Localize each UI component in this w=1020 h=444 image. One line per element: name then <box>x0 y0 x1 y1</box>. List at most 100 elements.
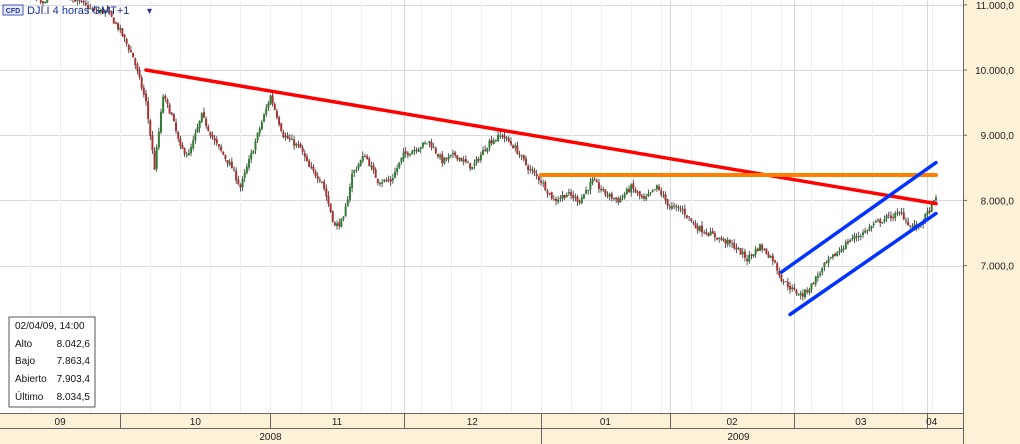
candle-body <box>110 10 113 17</box>
candle-body <box>312 166 315 171</box>
candle-body <box>374 169 377 178</box>
candle-body <box>282 131 285 138</box>
candle-body <box>200 112 203 123</box>
candle-body <box>522 155 525 160</box>
candle-body <box>823 262 826 267</box>
candle-body <box>892 217 895 219</box>
candle-body <box>434 148 437 154</box>
candle-body <box>679 208 682 210</box>
symbol-label[interactable]: DJI.I 4 horas GMT+1 <box>27 5 129 17</box>
candle-body <box>535 173 538 176</box>
candle-body <box>698 226 701 231</box>
candle-body <box>516 145 519 155</box>
candle-body <box>449 154 452 157</box>
candle-body <box>269 95 272 105</box>
candle-body <box>926 211 929 215</box>
candle-body <box>834 253 837 257</box>
candle-body <box>797 294 800 296</box>
candle-body <box>924 213 927 222</box>
candle-body <box>329 203 332 212</box>
candle-body <box>514 145 517 148</box>
grid <box>0 0 963 413</box>
candle-body <box>632 183 635 189</box>
candle-body <box>331 210 334 222</box>
candle-body <box>492 140 495 145</box>
candle-body <box>587 189 590 191</box>
candle-body <box>935 197 937 200</box>
candle-body <box>542 182 545 184</box>
candle-body <box>591 178 594 183</box>
candle-body <box>612 198 615 200</box>
candle-body <box>224 155 227 159</box>
candle-body <box>501 135 504 137</box>
candle-body <box>400 157 403 163</box>
candle-body <box>308 160 311 168</box>
candle-body <box>228 162 231 165</box>
candle-body <box>170 112 173 115</box>
candle-body <box>114 22 117 24</box>
candle-body <box>275 110 278 118</box>
candle-body <box>39 0 42 3</box>
candle-body <box>827 258 830 263</box>
candle-body <box>381 182 384 184</box>
candle-body <box>417 149 420 152</box>
chart-header[interactable]: CFD DJI.I 4 horas GMT+1 ▾ <box>2 4 152 17</box>
candle-body <box>237 179 240 184</box>
candle-body <box>477 159 480 161</box>
candle-body <box>293 139 296 146</box>
candle-body <box>248 159 251 168</box>
year-label: 2009 <box>727 432 750 443</box>
candle-body <box>454 152 457 156</box>
info-value-low: 7.863,4 <box>57 356 91 367</box>
candle-body <box>357 164 360 169</box>
candle-body <box>336 223 339 227</box>
candle-body <box>217 144 220 147</box>
candle-body <box>430 142 433 148</box>
candle-body <box>340 218 343 228</box>
candle-body <box>909 225 912 227</box>
chevron-down-icon[interactable]: ▾ <box>147 6 152 17</box>
month-label: 09 <box>55 417 67 428</box>
candle-body <box>503 135 506 138</box>
candle-body <box>565 194 568 198</box>
candle-body <box>484 149 487 151</box>
candle-body <box>469 163 472 169</box>
trend-line-channel-lower <box>788 211 938 317</box>
candle-body <box>74 0 77 2</box>
candle-body <box>123 34 126 38</box>
candle-body <box>887 214 890 216</box>
candle-body <box>606 195 609 197</box>
candle-body <box>415 150 418 152</box>
candle-body <box>181 144 184 149</box>
candle-body <box>563 194 566 198</box>
candle-body <box>694 223 697 228</box>
candle-body <box>97 10 100 12</box>
year-label: 2008 <box>259 432 282 443</box>
candle-body <box>155 147 158 169</box>
candle-body <box>853 235 856 240</box>
candle-body <box>398 162 401 168</box>
candle-body <box>555 198 558 201</box>
candle-body <box>877 220 880 222</box>
candle-body <box>512 145 515 149</box>
candle-body <box>209 131 212 136</box>
candle-body <box>471 166 474 170</box>
candle-body <box>372 165 375 170</box>
candle-body <box>361 156 364 161</box>
candle-body <box>321 181 324 183</box>
candle-body <box>640 195 643 198</box>
candle-body <box>342 217 345 219</box>
candle-body <box>363 156 366 158</box>
candle-body <box>175 122 178 132</box>
candle-body <box>688 216 691 218</box>
y-tick-label: 11.000,0 <box>976 1 1015 12</box>
candle-body <box>166 99 169 104</box>
info-label-low: Bajo <box>15 356 35 367</box>
candle-body <box>649 192 652 194</box>
candle-body <box>443 157 446 163</box>
candle-body <box>855 236 858 238</box>
y-tick-label: 7.000,0 <box>981 262 1015 273</box>
candle-body <box>533 170 536 173</box>
candle-body <box>690 218 693 222</box>
